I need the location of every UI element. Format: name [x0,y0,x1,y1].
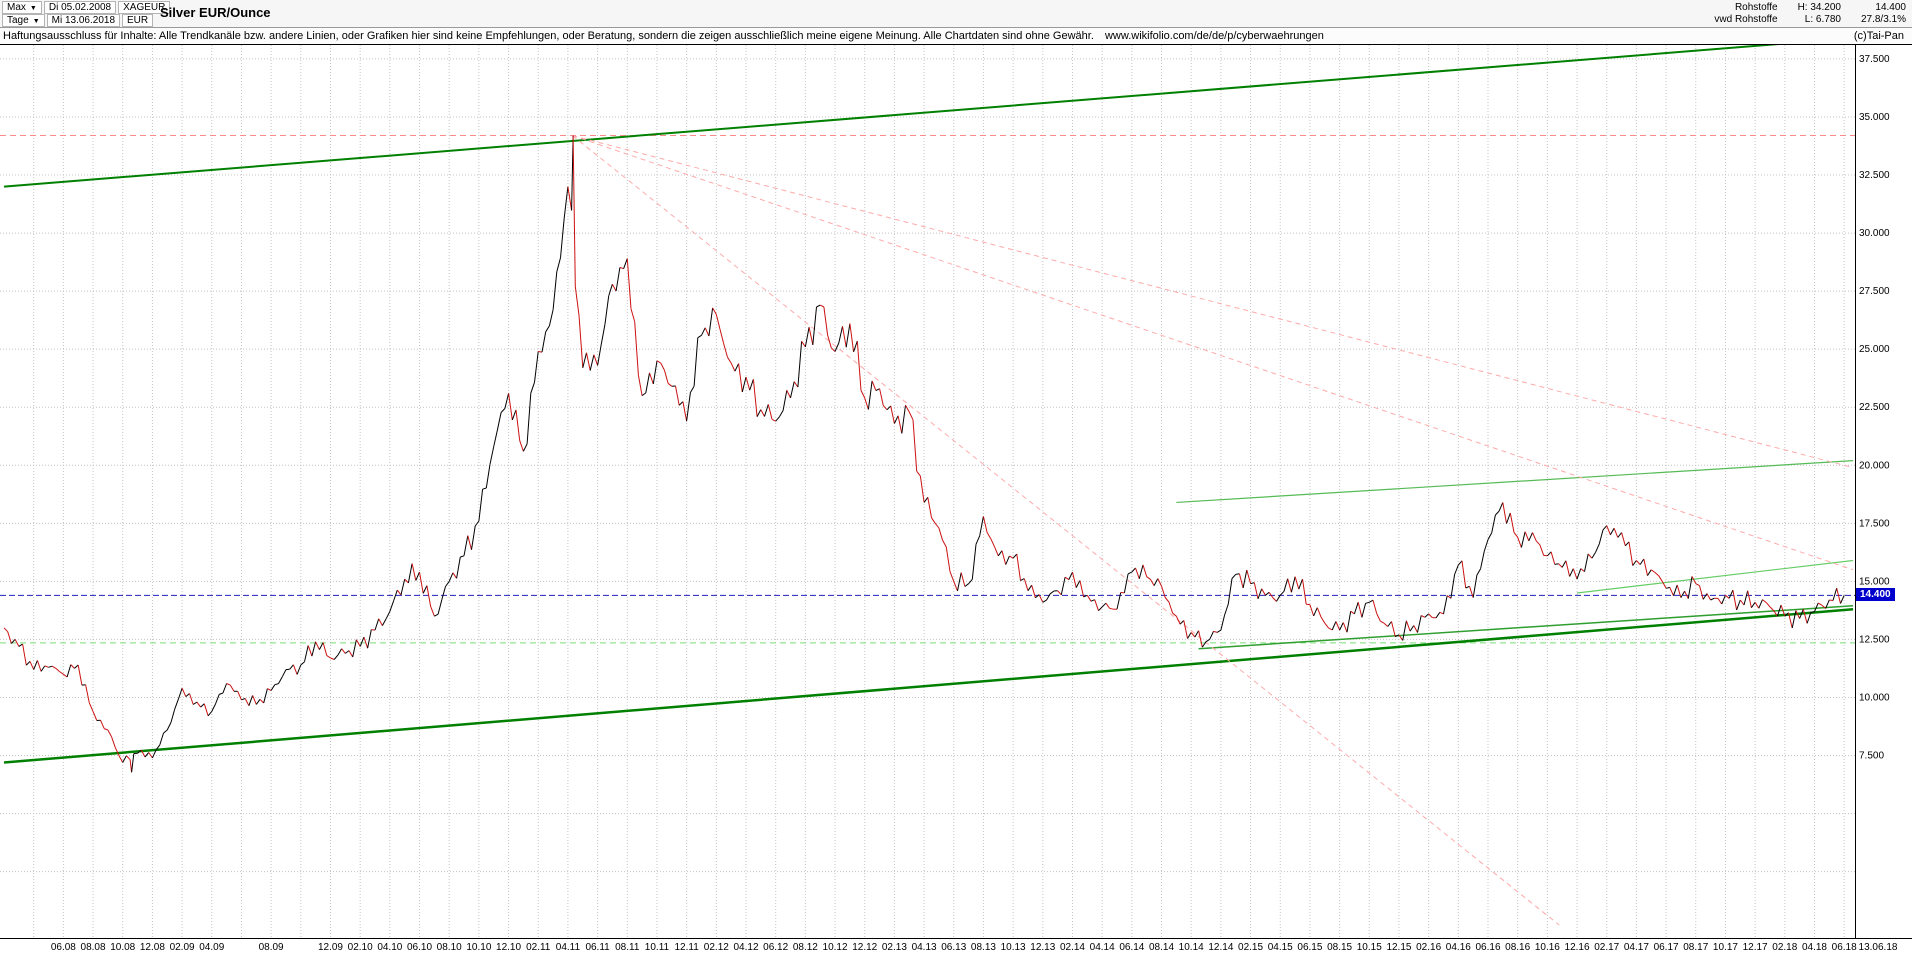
svg-text:06.12: 06.12 [763,942,788,953]
svg-text:04.13: 04.13 [912,942,937,953]
svg-text:27.500: 27.500 [1859,286,1890,297]
svg-text:08.08: 08.08 [81,942,106,953]
svg-text:12.09: 12.09 [318,942,343,953]
svg-text:10.000: 10.000 [1859,692,1890,703]
svg-text:12.10: 12.10 [496,942,521,953]
currency-label: EUR [122,14,153,27]
svg-text:08.15: 08.15 [1327,942,1352,953]
svg-text:08.10: 08.10 [437,942,462,953]
svg-text:06.16: 06.16 [1475,942,1500,953]
wikifolio-link[interactable]: www.wikifolio.com/de/de/p/cyberwaehrunge… [1105,30,1324,42]
svg-text:12.17: 12.17 [1743,942,1768,953]
svg-text:20.000: 20.000 [1859,460,1890,471]
svg-text:02.18: 02.18 [1772,942,1797,953]
svg-text:06.14: 06.14 [1119,942,1144,953]
svg-text:10.12: 10.12 [823,942,848,953]
svg-text:10.17: 10.17 [1713,942,1738,953]
svg-text:04.09: 04.09 [199,942,224,953]
range-dropdown[interactable]: Max ▼ [2,1,42,14]
svg-text:25.000: 25.000 [1859,344,1890,355]
svg-text:02.13: 02.13 [882,942,907,953]
svg-text:02.10: 02.10 [348,942,373,953]
svg-text:08.13: 08.13 [971,942,996,953]
svg-text:04.18: 04.18 [1802,942,1827,953]
svg-text:06.13: 06.13 [941,942,966,953]
svg-text:32.500: 32.500 [1859,170,1890,181]
svg-text:04.10: 04.10 [377,942,402,953]
svg-text:08.14: 08.14 [1149,942,1174,953]
svg-text:04.12: 04.12 [733,942,758,953]
svg-text:7.500: 7.500 [1859,751,1884,762]
period-dropdown-label: Tage [7,15,29,26]
svg-text:04.16: 04.16 [1446,942,1471,953]
svg-text:02.09: 02.09 [170,942,195,953]
end-date-field[interactable]: Mi 13.06.2018 [47,14,120,27]
svg-text:10.16: 10.16 [1535,942,1560,953]
svg-text:04.15: 04.15 [1268,942,1293,953]
svg-text:02.15: 02.15 [1238,942,1263,953]
price-chart[interactable]: 37.500 35.000 32.500 30.000 27.500 25.000 22.5… [0,45,1912,954]
svg-text:06.17: 06.17 [1654,942,1679,953]
svg-text:04.11: 04.11 [556,942,581,953]
svg-text:06.10: 06.10 [407,942,432,953]
svg-text:02.11: 02.11 [526,942,551,953]
svg-text:08.11: 08.11 [615,942,640,953]
period-high-value: H: 34.200 [1798,2,1841,13]
svg-text:12.13: 12.13 [1030,942,1055,953]
chart-canvas: 37.500 35.000 32.500 30.000 27.500 25.000 22.5… [0,45,1912,954]
chart-header: Max▼ Di 05.02.2008 XAGEUR Tage▼ Mi 13.06… [0,0,1912,28]
svg-text:06.15: 06.15 [1297,942,1322,953]
svg-text:12.16: 12.16 [1565,942,1590,953]
page-title: Silver EUR/Ounce [160,5,271,20]
svg-text:06.18: 06.18 [1832,942,1857,953]
period-dropdown[interactable]: Tage ▼ [2,14,45,27]
svg-text:08.12: 08.12 [793,942,818,953]
datasource-label: Rohstoffe [1714,2,1777,13]
last-price-value: 14.400 [1861,2,1906,13]
svg-text:13.06.18: 13.06.18 [1859,942,1898,953]
svg-text:22.500: 22.500 [1859,402,1890,413]
svg-text:08.16: 08.16 [1505,942,1530,953]
svg-text:12.14: 12.14 [1208,942,1233,953]
svg-text:08.17: 08.17 [1683,942,1708,953]
svg-text:06.11: 06.11 [585,942,610,953]
svg-text:04.17: 04.17 [1624,942,1649,953]
quote-info-panel: Rohstoffe H: 34.200 14.400 vwd Rohstoffe… [1714,2,1906,25]
svg-text:10.15: 10.15 [1357,942,1382,953]
range-dropdown-label: Max [7,2,26,13]
svg-text:02.12: 02.12 [704,942,729,953]
svg-text:08.09: 08.09 [259,942,284,953]
svg-text:10.14: 10.14 [1179,942,1204,953]
chevron-down-icon: ▼ [33,18,40,25]
svg-text:15.000: 15.000 [1859,576,1890,587]
svg-text:10.08: 10.08 [110,942,135,953]
change-percent-value: 27.8/3.1% [1861,14,1906,25]
svg-text:04.14: 04.14 [1090,942,1115,953]
svg-text:17.500: 17.500 [1859,518,1890,529]
chevron-down-icon: ▼ [30,5,37,12]
svg-text:12.12: 12.12 [852,942,877,953]
svg-text:10.13: 10.13 [1001,942,1026,953]
svg-text:10.11: 10.11 [645,942,670,953]
svg-text:30.000: 30.000 [1859,228,1890,239]
last-price-tag: 14.400 [1856,588,1895,601]
disclaimer-text: Haftungsausschluss für Inhalte: Alle Tre… [3,30,1094,42]
svg-text:37.500: 37.500 [1859,54,1890,65]
datasource-vendor-label: vwd Rohstoffe [1714,14,1777,25]
svg-text:35.000: 35.000 [1859,112,1890,123]
period-low-value: L: 6.780 [1798,14,1841,25]
svg-text:12.08: 12.08 [140,942,165,953]
copyright-label: (c)Tai-Pan [1854,28,1904,44]
svg-text:02.17: 02.17 [1594,942,1619,953]
svg-text:12.11: 12.11 [674,942,699,953]
disclaimer-bar: Haftungsausschluss für Inhalte: Alle Tre… [0,28,1912,45]
svg-text:02.14: 02.14 [1060,942,1085,953]
svg-text:10.10: 10.10 [466,942,491,953]
svg-text:12.500: 12.500 [1859,634,1890,645]
start-date-field[interactable]: Di 05.02.2008 [44,1,116,14]
svg-text:06.08: 06.08 [51,942,76,953]
svg-text:02.16: 02.16 [1416,942,1441,953]
svg-text:12.15: 12.15 [1386,942,1411,953]
